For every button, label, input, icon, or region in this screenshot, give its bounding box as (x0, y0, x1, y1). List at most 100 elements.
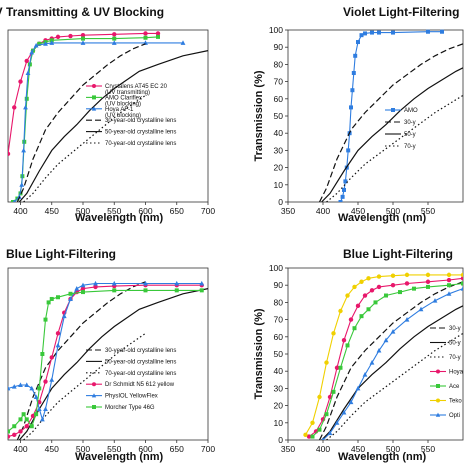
data-point (24, 382, 30, 387)
legend-label: Teko (449, 399, 462, 405)
data-point (111, 280, 117, 286)
data-point (180, 40, 186, 45)
legend-label: 50-year-old crystalline lens (105, 359, 176, 365)
data-point (355, 303, 361, 309)
data-point (418, 306, 424, 312)
data-point (18, 79, 23, 84)
data-point (353, 53, 358, 58)
data-point (460, 276, 463, 281)
data-point (12, 105, 17, 110)
data-point (24, 424, 29, 429)
data-point (342, 187, 346, 192)
data-point (324, 360, 329, 365)
x-axis-label: Wavelength (nm) (338, 212, 427, 224)
data-point (345, 343, 350, 348)
data-point (373, 300, 378, 305)
data-point (24, 417, 29, 422)
series-group (8, 31, 208, 202)
legend-marker (92, 95, 96, 100)
data-point (317, 394, 322, 400)
y-tick-label: 40 (274, 366, 284, 376)
x-tick-label: 400 (13, 444, 27, 454)
data-point (55, 34, 61, 40)
legend-label: 30-y (449, 326, 461, 332)
data-point (68, 33, 73, 39)
series-line (318, 281, 463, 440)
data-point (37, 41, 42, 46)
data-point (390, 273, 396, 278)
data-point (49, 296, 54, 301)
x-tick-label: 550 (421, 444, 435, 454)
data-point (345, 293, 350, 298)
data-point (81, 290, 85, 295)
data-point (303, 432, 308, 438)
data-point (376, 274, 382, 279)
data-point (447, 283, 451, 288)
legend-label: Dr Schmidt N5 612 yellow (105, 382, 175, 388)
legend-label: PhysIOL YellowFlex (105, 394, 158, 400)
data-point (156, 34, 160, 39)
data-point (349, 105, 353, 110)
x-axis-label: Wavelength (nm) (338, 451, 427, 463)
legend-label-sub: (UV blocking) (105, 101, 141, 107)
data-point (338, 200, 343, 202)
data-point (446, 272, 452, 278)
x-tick-label: 400 (316, 444, 330, 454)
series-group (318, 29, 463, 202)
data-point (174, 280, 180, 286)
x-tick-label: 450 (351, 444, 365, 454)
legend: Crystalens AT45 EC 20(UV transmitting)AM… (86, 84, 176, 147)
data-point (460, 272, 463, 278)
data-point (21, 147, 27, 153)
data-point (143, 31, 148, 36)
data-point (8, 151, 11, 157)
data-point (80, 282, 86, 288)
data-point (370, 30, 374, 35)
legend-label: AMO Clariflex (105, 95, 142, 101)
data-point (341, 409, 347, 415)
x-tick-label: 600 (138, 444, 152, 454)
data-point (331, 331, 336, 336)
y-tick-label: 100 (269, 25, 283, 35)
data-point (24, 96, 29, 101)
data-point (18, 429, 23, 434)
data-point (112, 36, 117, 41)
data-point (80, 286, 86, 291)
data-point (18, 417, 23, 422)
series-line (308, 277, 463, 438)
data-point (366, 276, 371, 281)
data-point (377, 30, 381, 35)
legend-label: 30-year-old crystalline lens (105, 348, 176, 354)
data-point (425, 272, 431, 278)
legend: 30-y 50-y 70-y Hoya Ace Teko Opti (430, 326, 464, 419)
chart-title: UV Transmitting & UV Blocking (0, 5, 164, 19)
data-point (331, 389, 336, 394)
x-tick-label: 450 (351, 206, 365, 216)
data-point (310, 434, 315, 439)
data-point (425, 279, 431, 284)
y-tick-label: 90 (274, 42, 284, 52)
data-point (93, 280, 98, 286)
chart-panel-4: 350 400 450 500 550 0 10 20 30 40 50 60 70 80 90 100 Blu… (253, 247, 464, 463)
legend-marker (92, 382, 96, 387)
data-point (356, 40, 360, 45)
data-point (362, 293, 368, 298)
data-point (338, 365, 343, 370)
legend-label: 70-y (404, 144, 416, 150)
data-point (80, 32, 86, 38)
y-tick-label: 100 (269, 263, 283, 273)
plot-frame (287, 29, 464, 203)
data-point (412, 286, 416, 291)
x-tick-label: 650 (170, 444, 184, 454)
data-point (49, 40, 55, 45)
data-point (8, 385, 11, 391)
legend-marker (92, 84, 96, 88)
legend-marker (92, 405, 96, 409)
data-point (21, 412, 26, 417)
series-line (18, 50, 208, 202)
data-point (11, 200, 15, 202)
data-point (34, 412, 39, 417)
legend-label-sub: (UV blocking) (105, 113, 141, 119)
y-tick-label: 30 (274, 383, 284, 393)
